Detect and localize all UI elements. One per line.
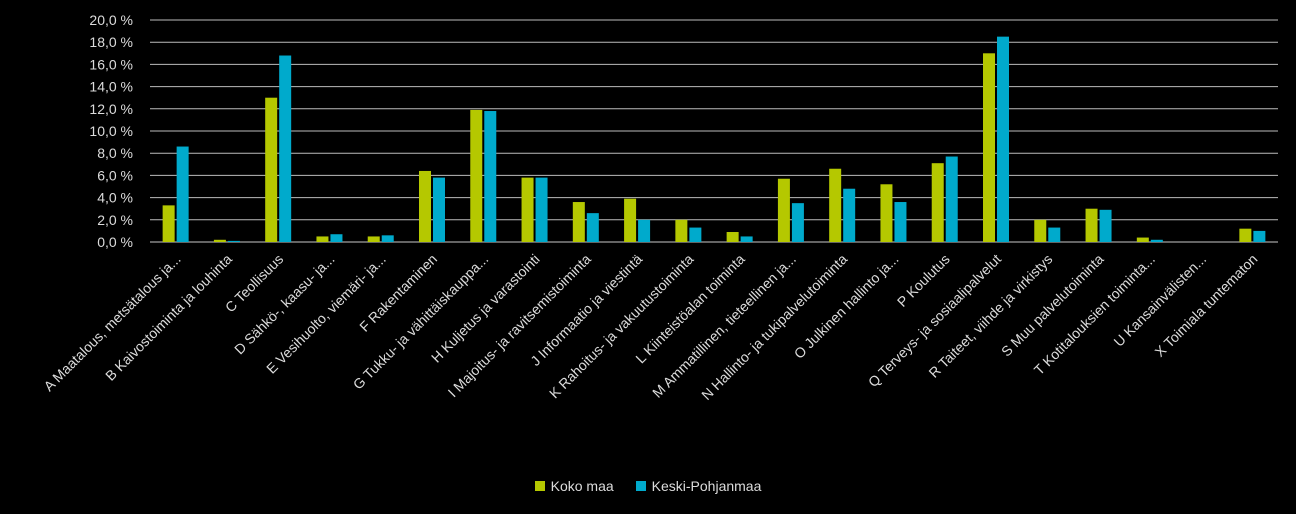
- bar-keski-pohjanmaa: [894, 202, 907, 242]
- bar-keski-pohjanmaa: [279, 55, 292, 242]
- bar-koko-maa: [624, 198, 637, 242]
- y-tick-label: 16,0 %: [89, 56, 133, 72]
- bar-koko-maa: [1136, 237, 1149, 242]
- legend-label-koko-maa: Koko maa: [550, 478, 614, 494]
- bar-keski-pohjanmaa: [535, 177, 548, 242]
- bar-keski-pohjanmaa: [330, 234, 343, 242]
- bar-keski-pohjanmaa: [1048, 227, 1061, 242]
- bar-koko-maa: [419, 170, 431, 242]
- legend-swatch-koko-maa: [534, 481, 545, 491]
- x-tick-label: O Julkinen hallinto ja...: [791, 251, 902, 362]
- y-axis: 0,0 % 2,0 % 4,0 % 6,0 % 8,0 % 10,0 % 12,0 % 14,…: [89, 12, 133, 250]
- bar-koko-maa: [367, 236, 380, 242]
- bar-keski-pohjanmaa: [176, 146, 189, 242]
- x-tick-label: S Muu palvelutoiminta: [998, 251, 1107, 360]
- y-tick-label: 20,0 %: [89, 12, 133, 28]
- legend-item-keski-pohjanmaa: Keski-Pohjanmaa: [635, 478, 762, 494]
- bar-keski-pohjanmaa: [689, 227, 702, 242]
- bar-koko-maa: [829, 168, 842, 242]
- y-tick-label: 4,0 %: [97, 190, 133, 206]
- legend: Koko maa Keski-Pohjanmaa: [0, 478, 1296, 494]
- bar-keski-pohjanmaa: [1099, 209, 1112, 242]
- bar-koko-maa: [213, 239, 226, 242]
- bar-koko-maa: [777, 178, 790, 242]
- bar-koko-maa: [470, 109, 483, 242]
- y-tick-label: 18,0 %: [89, 34, 133, 50]
- y-tick-label: 8,0 %: [97, 145, 133, 161]
- bar-koko-maa: [162, 205, 175, 242]
- y-tick-label: 6,0 %: [97, 167, 133, 183]
- legend-item-koko-maa: Koko maa: [534, 478, 614, 494]
- bar-keski-pohjanmaa: [586, 213, 599, 242]
- bar-koko-maa: [572, 202, 585, 242]
- bar-keski-pohjanmaa: [484, 111, 497, 243]
- y-tick-label: 0,0 %: [97, 234, 133, 250]
- bar-koko-maa: [675, 219, 688, 242]
- legend-swatch-keski-pohjanmaa: [635, 481, 646, 491]
- bar-koko-maa: [265, 97, 278, 242]
- bar-keski-pohjanmaa: [1150, 239, 1163, 242]
- x-tick-label: X Toimiala tuntematon: [1151, 251, 1260, 360]
- y-tick-label: 10,0 %: [89, 123, 133, 139]
- bar-keski-pohjanmaa: [945, 156, 958, 242]
- bars: [162, 36, 1266, 243]
- bar-keski-pohjanmaa: [791, 203, 804, 242]
- x-tick-label: U Kansainvälisten...: [1110, 251, 1209, 350]
- bar-keski-pohjanmaa: [740, 236, 753, 242]
- bar-keski-pohjanmaa: [638, 219, 651, 242]
- x-axis: A Maatalous, metsätalous ja...B Kaivosto…: [40, 251, 1260, 403]
- legend-label-keski-pohjanmaa: Keski-Pohjanmaa: [651, 478, 762, 494]
- bar-koko-maa: [931, 163, 944, 242]
- y-tick-label: 2,0 %: [97, 212, 133, 228]
- x-tick-label: D Sähkö-, kaasu- ja...: [231, 251, 338, 358]
- gridlines: [150, 19, 1278, 243]
- bar-koko-maa: [1239, 228, 1252, 242]
- bar-koko-maa: [1034, 219, 1047, 242]
- bar-keski-pohjanmaa: [227, 240, 240, 242]
- y-tick-label: 14,0 %: [89, 79, 133, 95]
- bar-koko-maa: [521, 177, 534, 242]
- bar-keski-pohjanmaa: [381, 235, 394, 242]
- bar-keski-pohjanmaa: [997, 36, 1009, 243]
- bar-keski-pohjanmaa: [843, 188, 856, 242]
- bar-koko-maa: [983, 53, 995, 242]
- bar-koko-maa: [1085, 208, 1098, 242]
- bar-koko-maa: [316, 236, 329, 242]
- bar-koko-maa: [726, 232, 739, 242]
- bar-koko-maa: [880, 184, 893, 242]
- bar-keski-pohjanmaa: [1253, 230, 1266, 242]
- bar-keski-pohjanmaa: [433, 177, 445, 242]
- y-tick-label: 12,0 %: [89, 101, 133, 117]
